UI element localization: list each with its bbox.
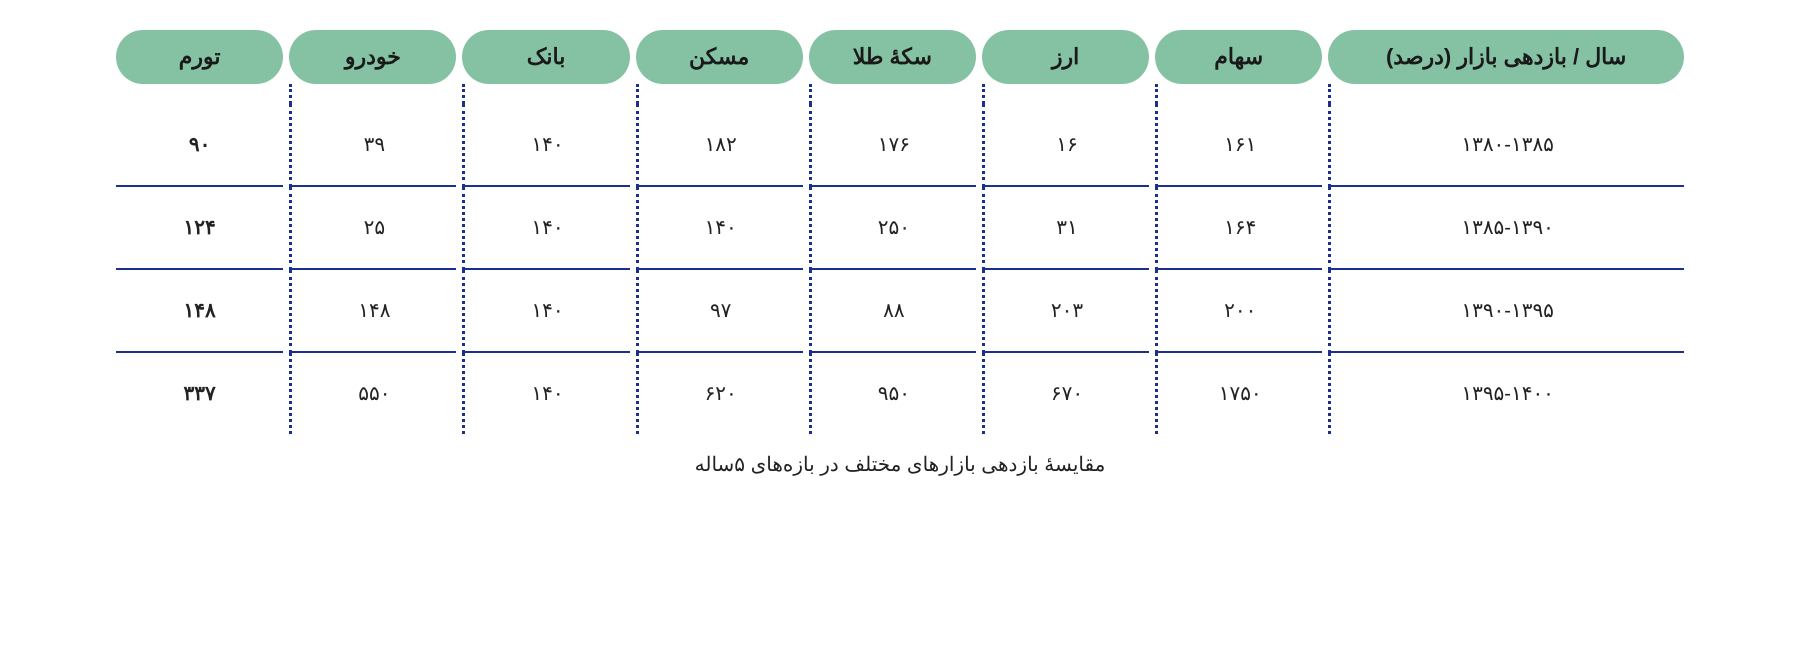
col-header-goldcoin: سکۀ طلا: [809, 30, 976, 84]
cell-inflation: ۱۴۸: [116, 270, 283, 353]
cell-year: ۱۳۸۵-۱۳۹۰: [1328, 187, 1684, 270]
cell-year: ۱۳۹۵-۱۴۰۰: [1328, 353, 1684, 434]
cell-car: ۲۵: [289, 187, 456, 270]
table-header: سال / بازدهی بازار (درصد) سهام ارز سکۀ ط…: [116, 30, 1684, 84]
table-row: ۱۳۹۰-۱۳۹۵ ۲۰۰ ۲۰۳ ۸۸ ۹۷ ۱۴۰ ۱۴۸ ۱۴۸: [116, 270, 1684, 353]
cell-forex: ۶۷۰: [982, 353, 1149, 434]
cell-car: ۵۵۰: [289, 353, 456, 434]
cell-car: ۳۹: [289, 104, 456, 187]
cell-goldcoin: ۲۵۰: [809, 187, 976, 270]
table-body: ۱۳۸۰-۱۳۸۵ ۱۶۱ ۱۶ ۱۷۶ ۱۸۲ ۱۴۰ ۳۹ ۹۰ ۱۳۸۵-…: [116, 84, 1684, 434]
header-spacer: [116, 84, 1684, 104]
table-row: ۱۳۸۰-۱۳۸۵ ۱۶۱ ۱۶ ۱۷۶ ۱۸۲ ۱۴۰ ۳۹ ۹۰: [116, 104, 1684, 187]
cell-stocks: ۱۷۵۰: [1155, 353, 1322, 434]
cell-stocks: ۱۶۱: [1155, 104, 1322, 187]
table-row: ۱۳۹۵-۱۴۰۰ ۱۷۵۰ ۶۷۰ ۹۵۰ ۶۲۰ ۱۴۰ ۵۵۰ ۳۳۷: [116, 353, 1684, 434]
returns-table: سال / بازدهی بازار (درصد) سهام ارز سکۀ ط…: [110, 30, 1690, 434]
col-header-inflation: تورم: [116, 30, 283, 84]
table-caption: مقایسۀ بازدهی بازارهای مختلف در بازه‌های…: [110, 452, 1690, 477]
cell-housing: ۶۲۰: [636, 353, 803, 434]
col-header-car: خودرو: [289, 30, 456, 84]
col-header-year: سال / بازدهی بازار (درصد): [1328, 30, 1684, 84]
cell-stocks: ۲۰۰: [1155, 270, 1322, 353]
cell-forex: ۲۰۳: [982, 270, 1149, 353]
cell-year: ۱۳۹۰-۱۳۹۵: [1328, 270, 1684, 353]
cell-car: ۱۴۸: [289, 270, 456, 353]
cell-forex: ۳۱: [982, 187, 1149, 270]
col-header-housing: مسکن: [636, 30, 803, 84]
cell-housing: ۱۴۰: [636, 187, 803, 270]
col-header-stocks: سهام: [1155, 30, 1322, 84]
cell-inflation: ۹۰: [116, 104, 283, 187]
table-row: ۱۳۸۵-۱۳۹۰ ۱۶۴ ۳۱ ۲۵۰ ۱۴۰ ۱۴۰ ۲۵ ۱۲۴: [116, 187, 1684, 270]
cell-bank: ۱۴۰: [462, 353, 629, 434]
cell-goldcoin: ۸۸: [809, 270, 976, 353]
cell-forex: ۱۶: [982, 104, 1149, 187]
cell-bank: ۱۴۰: [462, 104, 629, 187]
cell-bank: ۱۴۰: [462, 187, 629, 270]
cell-bank: ۱۴۰: [462, 270, 629, 353]
cell-goldcoin: ۹۵۰: [809, 353, 976, 434]
cell-housing: ۱۸۲: [636, 104, 803, 187]
cell-inflation: ۳۳۷: [116, 353, 283, 434]
cell-year: ۱۳۸۰-۱۳۸۵: [1328, 104, 1684, 187]
cell-goldcoin: ۱۷۶: [809, 104, 976, 187]
cell-inflation: ۱۲۴: [116, 187, 283, 270]
cell-housing: ۹۷: [636, 270, 803, 353]
col-header-bank: بانک: [462, 30, 629, 84]
cell-stocks: ۱۶۴: [1155, 187, 1322, 270]
col-header-forex: ارز: [982, 30, 1149, 84]
